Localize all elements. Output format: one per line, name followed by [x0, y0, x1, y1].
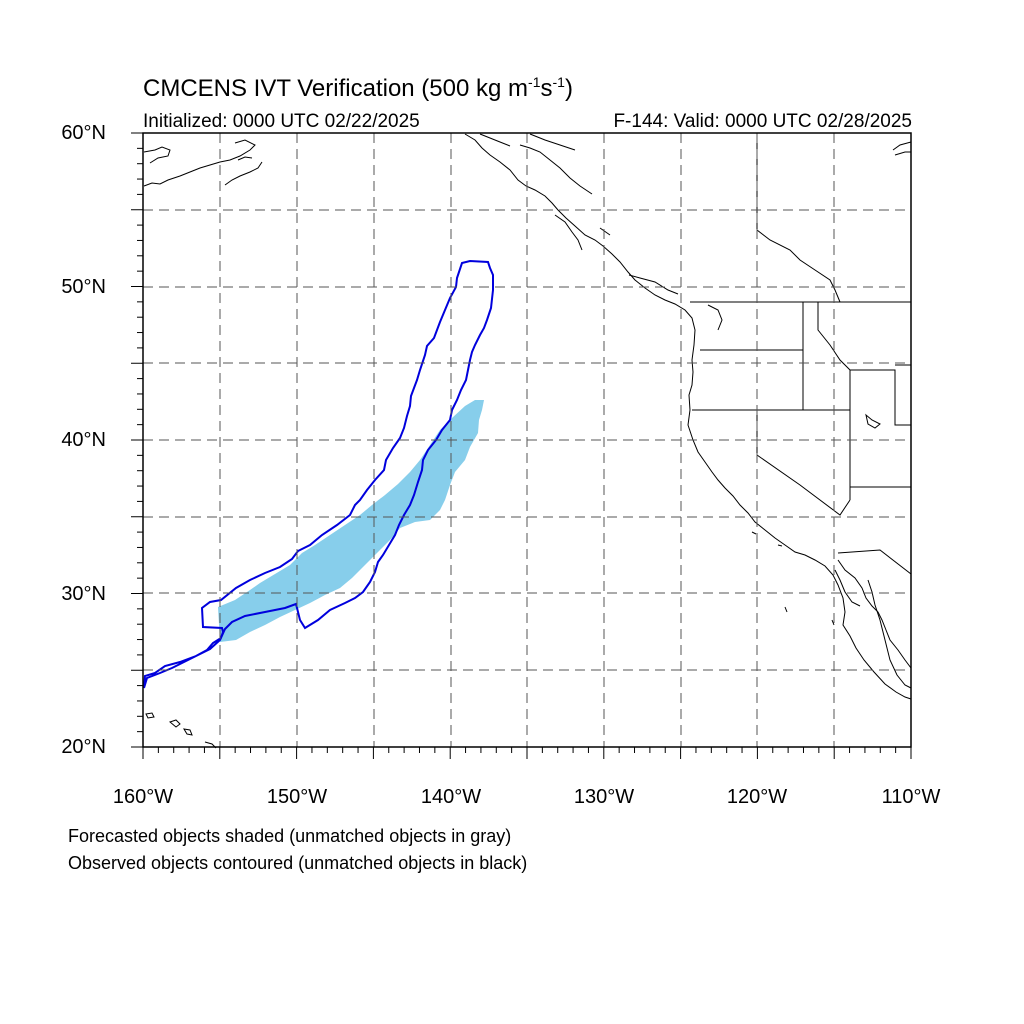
forecast-object-shaded [218, 400, 484, 642]
observed-object-contour [143, 259, 494, 689]
lat-label-50n: 50°N [61, 276, 106, 298]
lon-label-130w: 130°W [573, 786, 635, 808]
note-observed: Observed objects contoured (unmatched ob… [68, 853, 528, 873]
map-title: CMCENS IVT Verification (500 kg m-1s-1) [143, 74, 573, 102]
lon-label-140w: 140°W [420, 786, 482, 808]
lon-label-110w: 110°W [881, 786, 941, 808]
lon-label-150w: 150°W [266, 786, 328, 808]
lon-label-160w: 160°W [112, 786, 174, 808]
lon-label-120w: 120°W [726, 786, 788, 808]
grid-lines [143, 133, 911, 747]
lat-label-40n: 40°N [61, 429, 106, 451]
note-forecast: Forecasted objects shaded (unmatched obj… [68, 826, 512, 846]
valid-time: F-144: Valid: 0000 UTC 02/28/2025 [613, 111, 912, 132]
axis-ticks [131, 132, 912, 759]
lat-label-30n: 30°N [61, 583, 106, 605]
initialized-time: Initialized: 0000 UTC 02/22/2025 [143, 111, 420, 132]
lat-label-60n: 60°N [61, 122, 106, 144]
lat-label-20n: 20°N [61, 736, 106, 758]
coastlines [143, 133, 912, 749]
